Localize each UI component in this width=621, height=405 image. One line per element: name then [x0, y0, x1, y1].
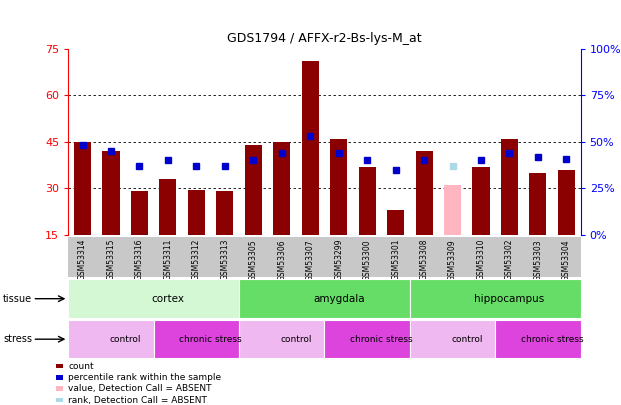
Text: count: count	[68, 362, 94, 371]
Text: GDS1794 / AFFX-r2-Bs-lys-M_at: GDS1794 / AFFX-r2-Bs-lys-M_at	[227, 32, 422, 45]
Text: GSM53300: GSM53300	[363, 239, 371, 281]
Text: GSM53302: GSM53302	[505, 239, 514, 280]
Bar	[444, 185, 461, 235]
Text: GSM53303: GSM53303	[533, 239, 542, 281]
Text: control: control	[280, 335, 312, 344]
Text: stress: stress	[3, 334, 32, 344]
Text: GSM53306: GSM53306	[278, 239, 286, 281]
Text: GSM53315: GSM53315	[107, 239, 116, 280]
Text: GSM53299: GSM53299	[334, 239, 343, 280]
Text: GSM53301: GSM53301	[391, 239, 400, 280]
Text: chronic stress: chronic stress	[350, 335, 413, 344]
Text: GSM53311: GSM53311	[163, 239, 173, 280]
Text: cortex: cortex	[152, 294, 184, 304]
Bar	[410, 279, 581, 318]
Bar	[410, 320, 496, 358]
Text: control: control	[451, 335, 483, 344]
Bar	[239, 279, 410, 318]
Bar	[330, 139, 347, 235]
Bar	[245, 145, 262, 235]
Text: hippocampus: hippocampus	[474, 294, 545, 304]
Text: value, Detection Call = ABSENT: value, Detection Call = ABSENT	[68, 384, 212, 393]
Text: control: control	[109, 335, 141, 344]
Text: tissue: tissue	[3, 294, 32, 304]
Bar	[415, 151, 433, 235]
Text: GSM53312: GSM53312	[192, 239, 201, 280]
Bar	[473, 166, 489, 235]
Bar	[302, 61, 319, 235]
Bar	[68, 320, 154, 358]
Text: GSM53305: GSM53305	[249, 239, 258, 281]
Text: GSM53310: GSM53310	[476, 239, 486, 280]
Text: GSM53309: GSM53309	[448, 239, 457, 281]
Text: rank, Detection Call = ABSENT: rank, Detection Call = ABSENT	[68, 396, 207, 405]
Bar	[102, 151, 119, 235]
Bar	[496, 320, 581, 358]
Bar	[501, 139, 518, 235]
Text: chronic stress: chronic stress	[521, 335, 584, 344]
Bar	[131, 192, 148, 235]
Bar	[68, 279, 239, 318]
Bar	[160, 179, 176, 235]
Text: GSM53314: GSM53314	[78, 239, 87, 280]
Bar	[216, 192, 233, 235]
Text: chronic stress: chronic stress	[179, 335, 242, 344]
Bar	[529, 173, 546, 235]
Bar	[273, 142, 290, 235]
Text: GSM53313: GSM53313	[220, 239, 229, 280]
Text: percentile rank within the sample: percentile rank within the sample	[68, 373, 222, 382]
Bar	[188, 190, 205, 235]
Bar	[359, 166, 376, 235]
Bar	[74, 142, 91, 235]
Bar	[239, 320, 325, 358]
Text: amygdala: amygdala	[313, 294, 365, 304]
Text: GSM53304: GSM53304	[562, 239, 571, 281]
Text: GSM53308: GSM53308	[420, 239, 428, 280]
Bar	[558, 170, 575, 235]
Bar	[325, 320, 410, 358]
Text: GSM53316: GSM53316	[135, 239, 144, 280]
Bar	[154, 320, 239, 358]
Bar	[387, 210, 404, 235]
Text: GSM53307: GSM53307	[306, 239, 315, 281]
